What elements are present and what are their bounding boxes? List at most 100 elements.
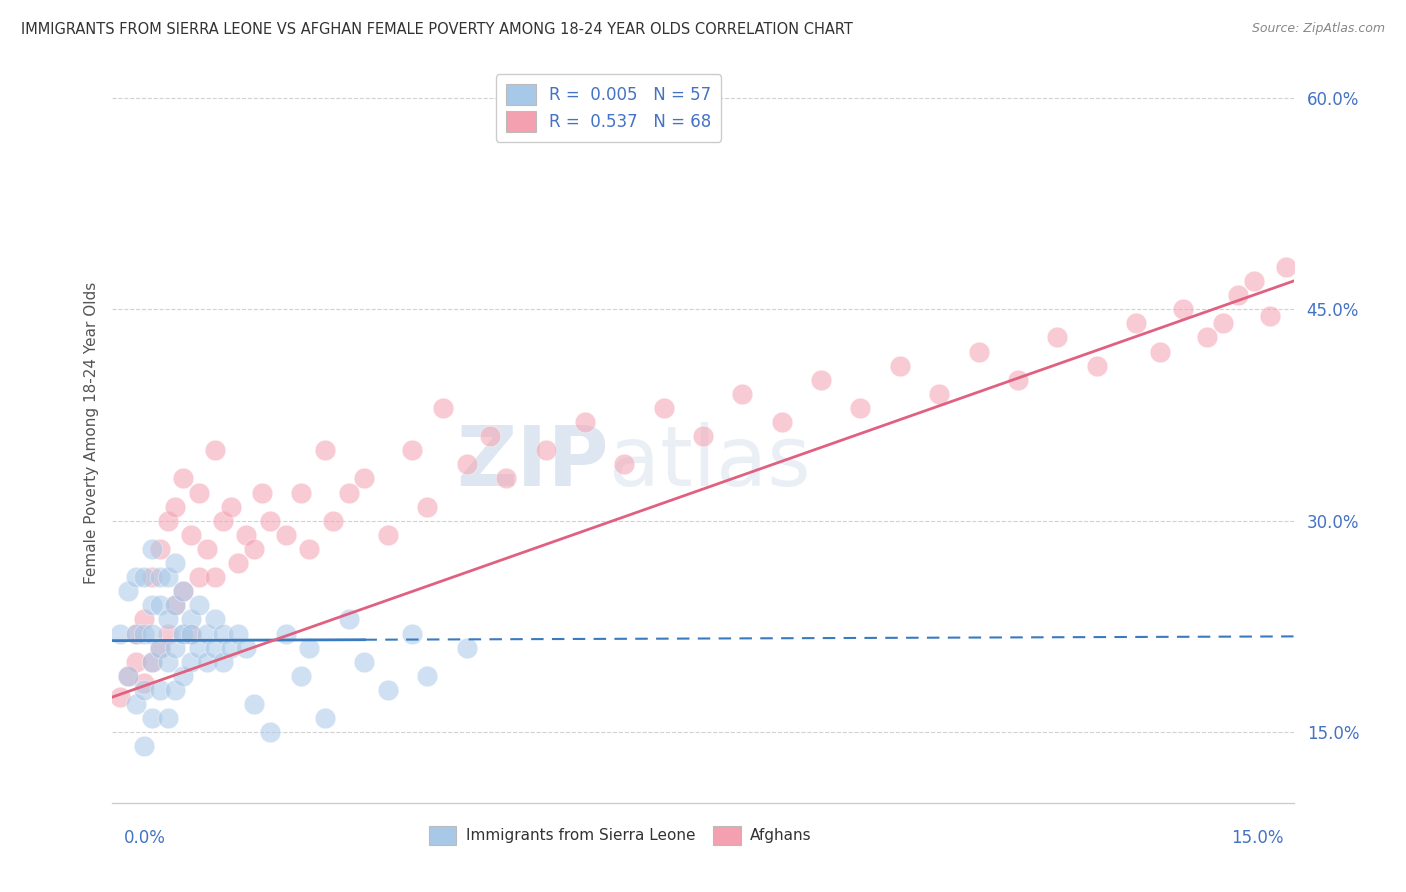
Point (456, 458, 478, 472)
Point (574, 415, 596, 429)
Point (180, 655, 202, 669)
Point (377, 528, 399, 542)
Point (149, 640, 172, 655)
Point (235, 528, 257, 542)
Point (141, 541, 163, 556)
Point (1243, 274, 1265, 288)
Point (353, 471, 375, 485)
Point (117, 669, 139, 683)
Point (1007, 373, 1029, 387)
Point (1274, 260, 1296, 274)
Point (204, 570, 226, 584)
Point (165, 599, 187, 613)
Point (219, 500, 242, 514)
Point (243, 697, 266, 711)
Point (314, 711, 336, 725)
Point (188, 599, 211, 613)
Point (401, 443, 423, 458)
Point (849, 401, 872, 415)
Point (219, 640, 242, 655)
Point (211, 655, 233, 669)
Point (180, 612, 202, 626)
Point (125, 655, 148, 669)
Point (298, 640, 321, 655)
Point (165, 683, 187, 698)
Point (117, 584, 139, 599)
Point (1046, 330, 1069, 344)
Point (1227, 288, 1250, 302)
Point (495, 471, 517, 485)
Point (1195, 330, 1218, 344)
Point (172, 471, 194, 485)
Point (692, 429, 714, 443)
Point (195, 626, 218, 640)
Point (353, 655, 375, 669)
Point (259, 514, 281, 528)
Point (141, 599, 163, 613)
Point (141, 655, 163, 669)
Point (156, 655, 179, 669)
Point (156, 626, 179, 640)
Point (204, 640, 226, 655)
Point (165, 599, 187, 613)
Point (250, 485, 273, 500)
Point (298, 541, 321, 556)
Point (204, 443, 226, 458)
Point (810, 373, 832, 387)
Point (180, 626, 202, 640)
Point (211, 626, 233, 640)
Point (432, 401, 454, 415)
Point (401, 626, 423, 640)
Point (479, 429, 502, 443)
Point (180, 528, 202, 542)
Point (165, 500, 187, 514)
Point (211, 514, 233, 528)
Point (110, 690, 132, 704)
Point (322, 514, 344, 528)
Point (172, 584, 194, 599)
Point (188, 485, 211, 500)
Point (172, 584, 194, 599)
Point (110, 626, 132, 640)
Text: atlas: atlas (609, 422, 810, 503)
Point (172, 626, 194, 640)
Point (132, 683, 155, 698)
Point (204, 612, 226, 626)
Point (652, 401, 675, 415)
Point (141, 655, 163, 669)
Point (337, 485, 360, 500)
Point (172, 626, 194, 640)
Point (1212, 316, 1234, 330)
Point (195, 655, 218, 669)
Point (149, 541, 172, 556)
Point (613, 458, 636, 472)
Point (228, 626, 250, 640)
Point (243, 541, 266, 556)
Point (1258, 310, 1281, 324)
Point (314, 443, 336, 458)
Point (132, 676, 155, 690)
Point (141, 570, 163, 584)
Point (149, 599, 172, 613)
Point (156, 612, 179, 626)
Point (889, 359, 911, 373)
Point (1125, 316, 1147, 330)
Text: 0.0%: 0.0% (124, 829, 166, 847)
Point (235, 640, 257, 655)
Point (141, 711, 163, 725)
Point (377, 683, 399, 698)
Point (156, 711, 179, 725)
Point (132, 626, 155, 640)
Point (290, 669, 312, 683)
Point (416, 669, 439, 683)
Point (337, 612, 360, 626)
Point (132, 612, 155, 626)
Point (132, 570, 155, 584)
Point (416, 500, 439, 514)
Y-axis label: Female Poverty Among 18-24 Year Olds: Female Poverty Among 18-24 Year Olds (83, 282, 98, 583)
Point (141, 626, 163, 640)
Point (290, 485, 312, 500)
Point (1149, 344, 1171, 359)
Point (259, 725, 281, 739)
Text: 15.0%: 15.0% (1232, 829, 1284, 847)
